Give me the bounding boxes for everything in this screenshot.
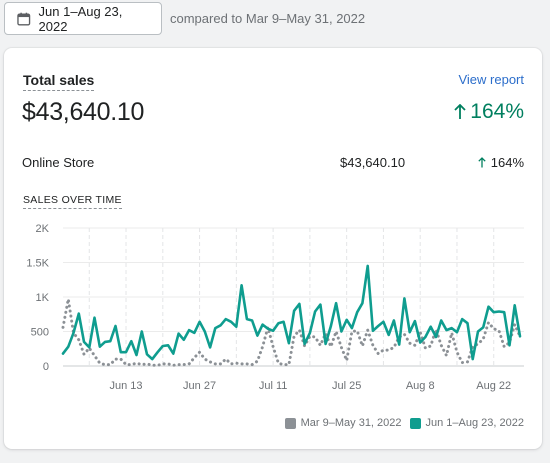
x-tick-label: Jun 13	[110, 380, 143, 392]
legend-item-current[interactable]: Jun 1–Aug 23, 2022	[409, 417, 524, 429]
sales-over-time-chart: 2K 1.5K 1K 500 0 Jun 13 Jun 27 Jul 11 Jul 25 Aug …	[26, 223, 524, 392]
legend-label: Jun 1–Aug 23, 2022	[425, 417, 524, 429]
date-range-label: Jun 1–Aug 23, 2022	[38, 3, 123, 34]
total-sales-card: Total sales View report $43,640.10 164% …	[4, 48, 542, 449]
x-tick-label: Aug 22	[476, 380, 511, 392]
calendar-icon	[17, 12, 31, 25]
legend-item-previous[interactable]: Mar 9–May 31, 2022	[284, 417, 402, 429]
channel-change-value: 164%	[490, 155, 524, 170]
x-tick-label: Aug 8	[406, 380, 435, 392]
series-line-current	[61, 264, 522, 361]
card-title[interactable]: Total sales	[23, 72, 95, 91]
total-sales-value: $43,640.10	[22, 98, 145, 126]
chart-legend: Mar 9–May 31, 2022 Jun 1–Aug 23, 2022	[277, 417, 524, 429]
y-tick-label: 0	[43, 361, 49, 373]
date-range-button[interactable]: Jun 1–Aug 23, 2022	[4, 2, 162, 35]
arrow-up-icon	[478, 157, 486, 168]
channel-label: Online Store	[22, 155, 95, 170]
legend-swatch	[409, 417, 421, 429]
legend-label: Mar 9–May 31, 2022	[300, 417, 402, 429]
y-tick-label: 1.5K	[26, 258, 49, 270]
y-tick-label: 1K	[36, 292, 50, 304]
series-line-previous	[61, 297, 522, 367]
x-tick-label: Jul 25	[332, 380, 361, 392]
legend-swatch	[284, 417, 296, 429]
compare-text: compared to Mar 9–May 31, 2022	[170, 11, 366, 26]
total-sales-change: 164%	[454, 100, 524, 124]
y-tick-label: 500	[31, 327, 49, 339]
total-change-value: 164%	[470, 100, 524, 123]
view-report-link[interactable]: View report	[458, 72, 524, 87]
arrow-up-icon	[454, 104, 466, 119]
channel-change: 164%	[478, 155, 524, 170]
x-tick-label: Jun 27	[183, 380, 216, 392]
x-tick-label: Jul 11	[259, 380, 288, 392]
y-tick-label: 2K	[36, 223, 50, 235]
chart-title[interactable]: SALES OVER TIME	[23, 194, 122, 209]
channel-value: $43,640.10	[340, 155, 406, 170]
